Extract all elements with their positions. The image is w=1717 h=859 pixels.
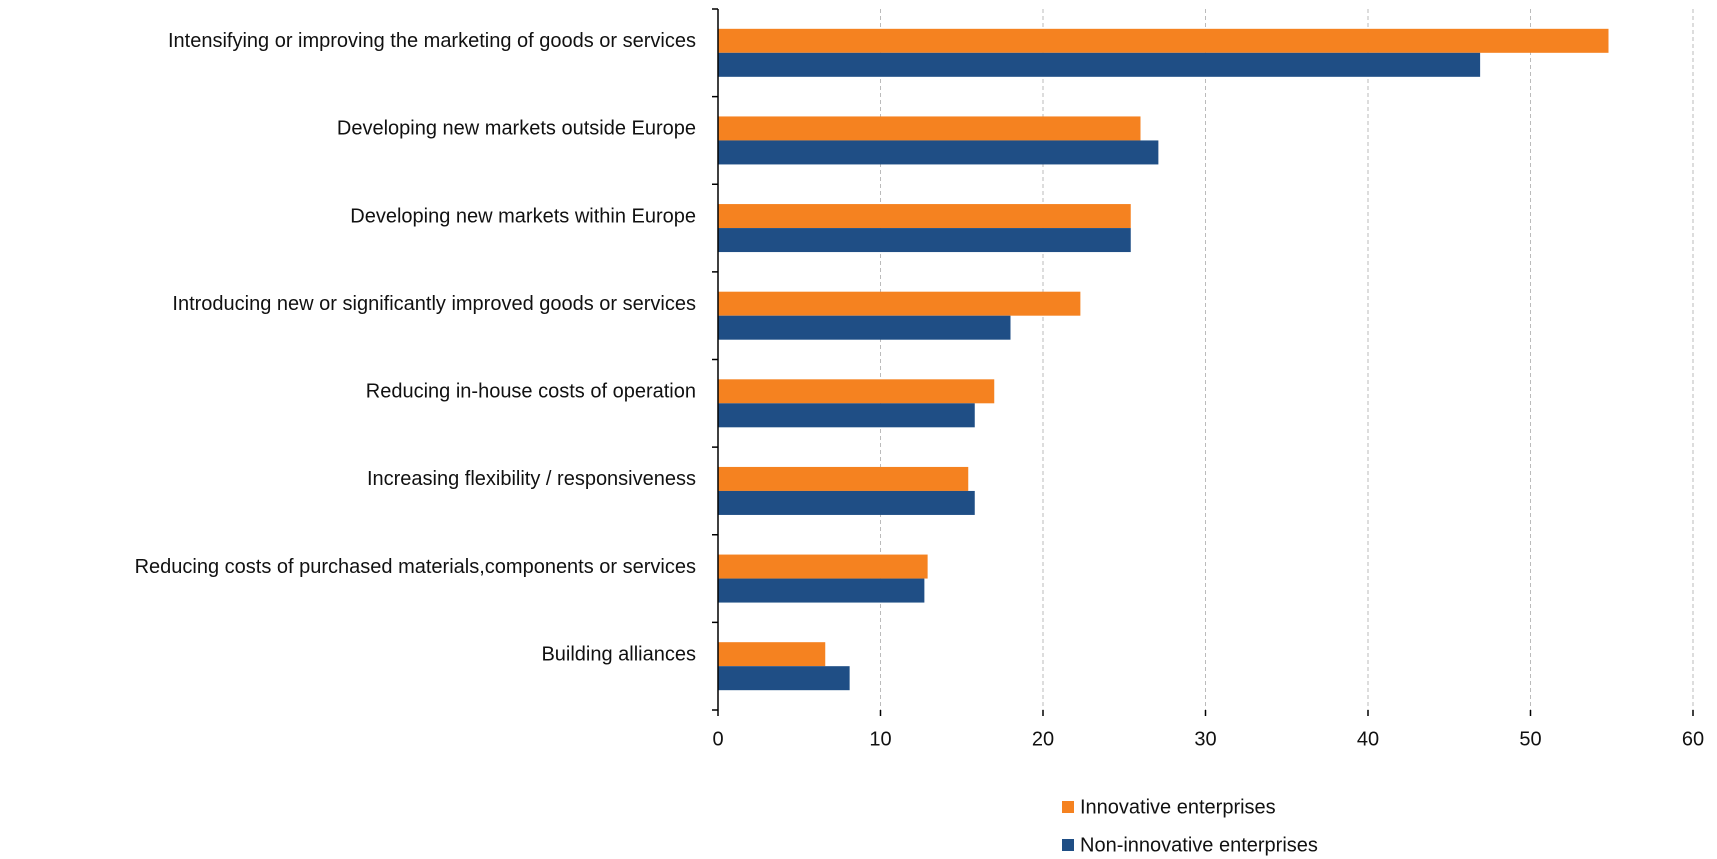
x-tick-label: 30 (1194, 728, 1216, 750)
bar (718, 466, 969, 491)
y-tick-label: Reducing in-house costs of operation (366, 381, 696, 403)
x-tick-label: 20 (1032, 728, 1054, 750)
bar (718, 28, 1609, 53)
x-tick-label: 50 (1519, 728, 1541, 750)
y-tick-label: Developing new markets within Europe (350, 205, 696, 227)
x-tick-label: 40 (1357, 728, 1379, 750)
bar (718, 291, 1081, 316)
bar (718, 666, 850, 691)
bar (718, 578, 925, 603)
y-tick-label: Reducing costs of purchased materials,co… (135, 556, 696, 578)
legend-label: Non-innovative enterprises (1080, 834, 1318, 856)
bar (718, 140, 1159, 165)
legend-swatch (1062, 839, 1074, 851)
x-tick-label: 10 (869, 728, 891, 750)
bar (718, 315, 1011, 340)
bar (718, 642, 826, 667)
y-tick-label: Building alliances (541, 643, 696, 665)
y-tick-label: Introducing new or significantly improve… (172, 293, 696, 315)
bar (718, 403, 975, 428)
bar (718, 379, 995, 404)
legend-label: Innovative enterprises (1080, 796, 1276, 818)
x-tick-label: 60 (1682, 728, 1704, 750)
y-tick-label: Increasing flexibility / responsiveness (367, 468, 696, 490)
bar (718, 52, 1481, 77)
bar (718, 554, 928, 579)
bar (718, 228, 1131, 253)
bar (718, 204, 1131, 229)
legend-swatch (1062, 801, 1074, 813)
y-tick-label: Intensifying or improving the marketing … (168, 30, 696, 52)
x-tick-label: 0 (712, 728, 723, 750)
y-tick-label: Developing new markets outside Europe (337, 118, 696, 140)
bar (718, 116, 1141, 141)
bar (718, 490, 975, 515)
